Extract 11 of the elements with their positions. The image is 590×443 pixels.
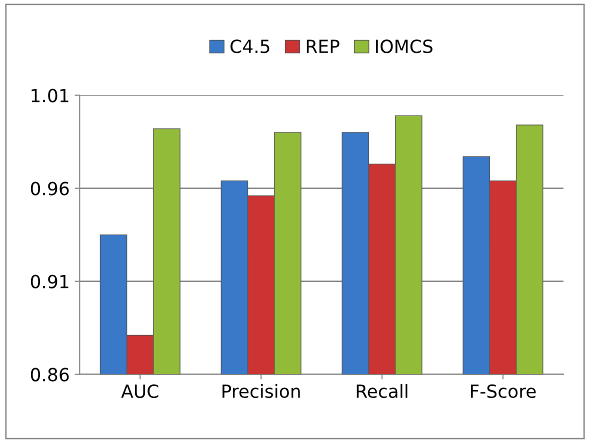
y-tick-label: 0.86: [30, 368, 69, 382]
y-tick-label: 0.96: [30, 182, 69, 196]
legend-label: C4.5: [230, 40, 270, 54]
x-tick-label: AUC: [121, 384, 158, 398]
x-tick-label: Recall: [356, 384, 408, 398]
y-tick-label: 0.91: [30, 274, 68, 288]
y-tick-label: 1.01: [32, 88, 68, 102]
legend-label: REP: [306, 40, 340, 53]
x-tick-label: F-Score: [471, 384, 536, 398]
x-tick-label: Precision: [222, 384, 300, 398]
legend-label: IOMCS: [376, 40, 432, 54]
